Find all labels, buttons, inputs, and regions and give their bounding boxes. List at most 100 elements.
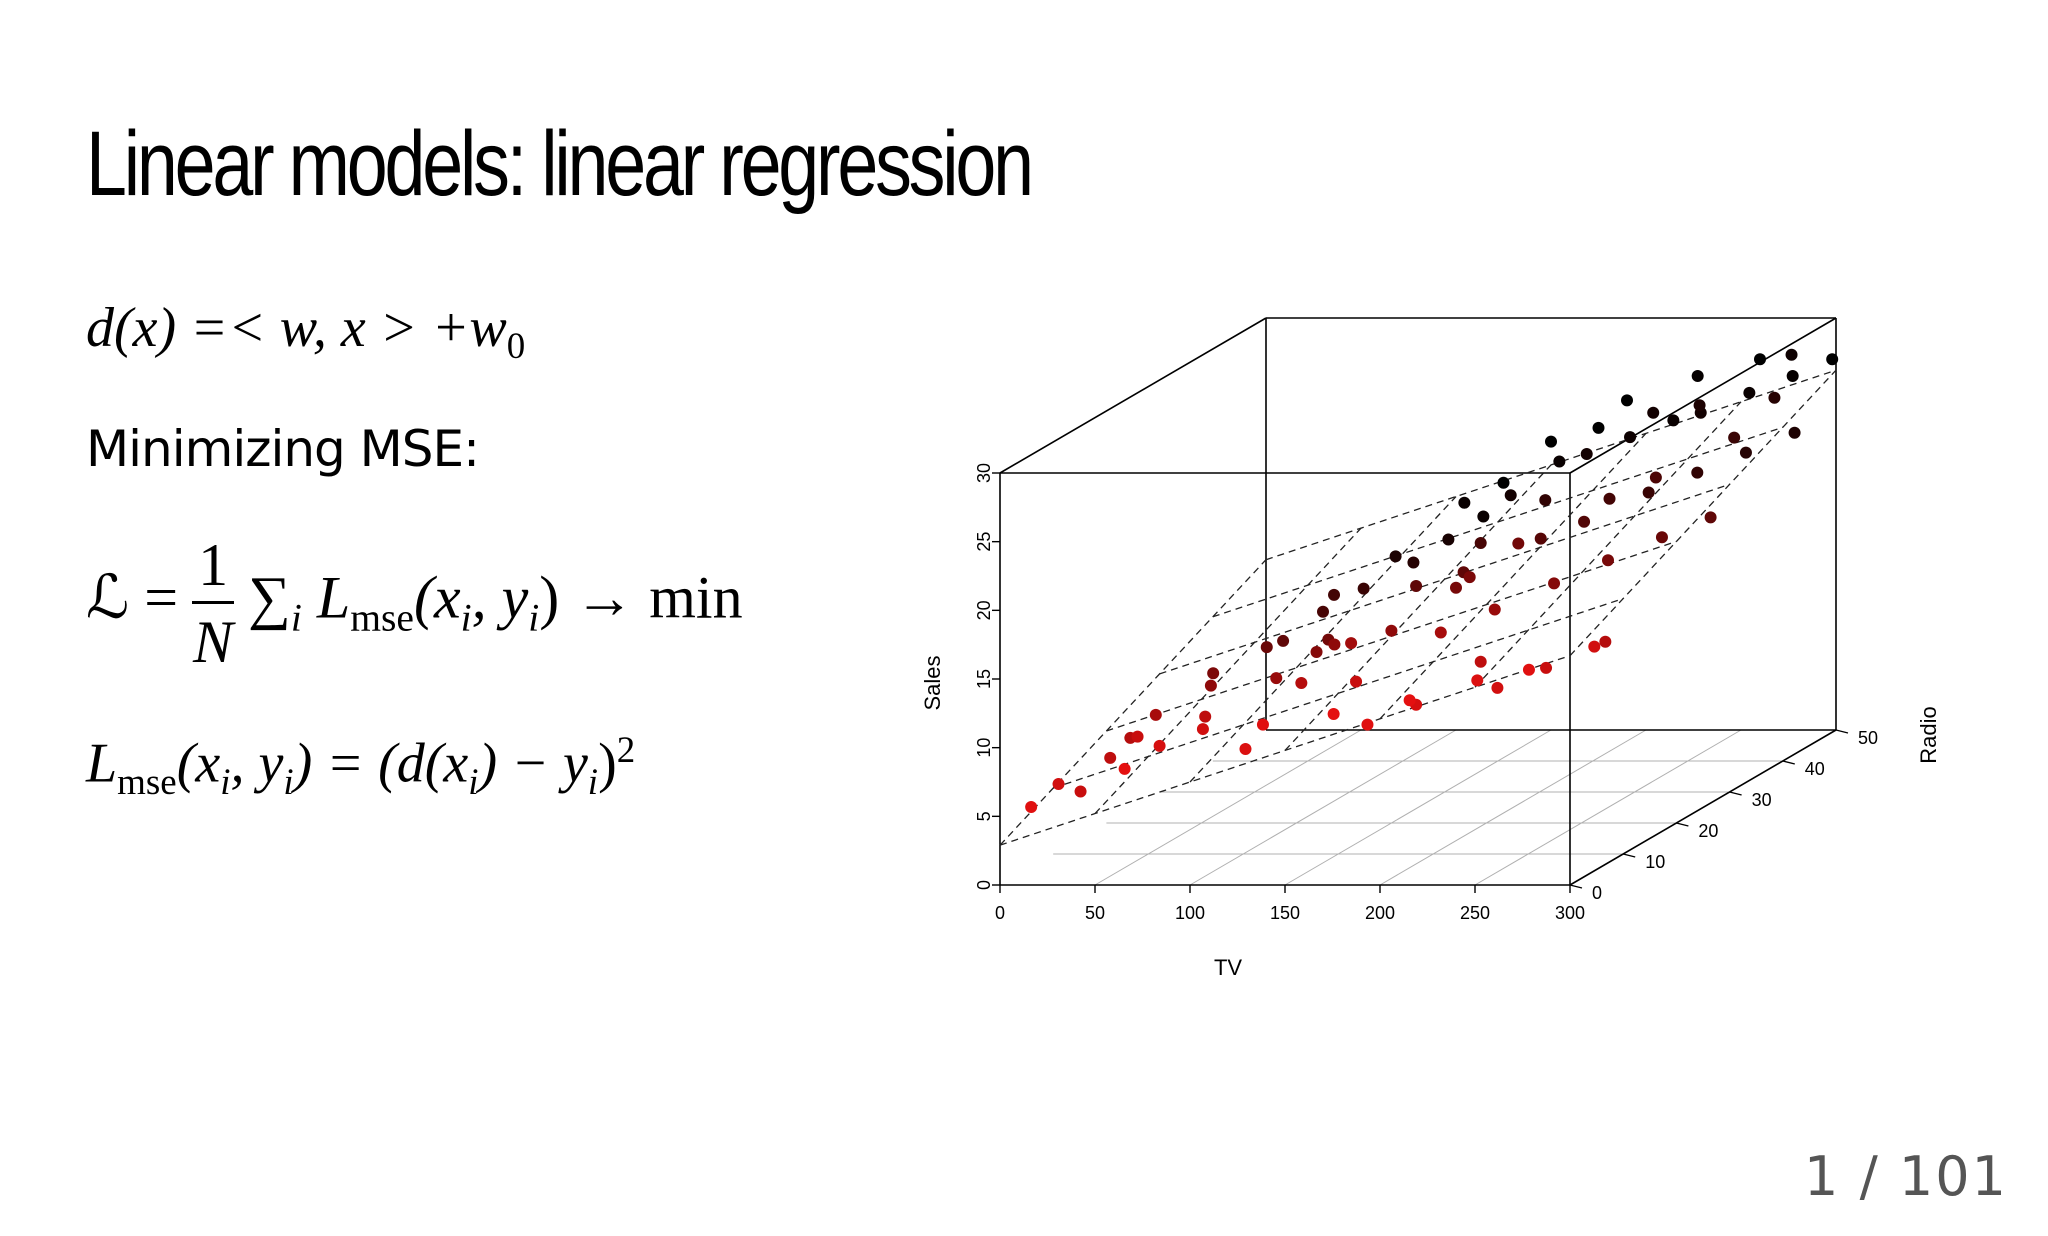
data-point: [1691, 466, 1704, 479]
mse-i4: i: [587, 760, 599, 802]
loss-formula: ℒ = 1 N ∑i Lmse(xi, yi) → min: [86, 535, 743, 672]
mse-p5: ): [598, 732, 617, 795]
data-point: [1295, 677, 1308, 689]
x-tick-label: 200: [1365, 903, 1395, 923]
data-point: [1592, 421, 1605, 434]
regression-plane-line: [999, 559, 1267, 846]
floor-grid-line: [1094, 729, 1362, 886]
x-tick-label: 50: [1085, 903, 1105, 923]
data-point: [1270, 672, 1283, 685]
y-tick-label: 5: [974, 811, 994, 821]
data-point: [1350, 675, 1363, 688]
data-point: [1599, 635, 1612, 648]
loss-args: (x: [413, 564, 461, 631]
data-point: [1624, 431, 1637, 444]
data-point: [1149, 708, 1162, 721]
data-point: [1074, 785, 1087, 798]
page-number: 1 / 101: [1804, 1145, 2008, 1208]
data-point: [1317, 605, 1329, 618]
loss-numerator: 1: [192, 535, 235, 604]
data-point: [1785, 348, 1798, 361]
data-point: [1739, 446, 1752, 459]
mse-i3: i: [468, 760, 479, 802]
data-point: [1534, 532, 1547, 545]
data-point: [1768, 391, 1781, 404]
data-point: [1621, 394, 1633, 407]
data-point: [1256, 718, 1269, 731]
slide-title: Linear models: linear regression: [86, 113, 1034, 215]
data-point: [1458, 496, 1471, 509]
mse-p4: ) − y: [478, 732, 588, 795]
data-point: [1539, 494, 1552, 507]
data-point: [1826, 353, 1839, 366]
data-point: [1545, 435, 1557, 448]
y-tick-label: 15: [974, 669, 994, 689]
y-tick-label: 30: [974, 463, 994, 483]
mse-exponent: 2: [616, 729, 636, 770]
data-point: [1118, 762, 1131, 775]
data-point: [1434, 626, 1447, 639]
x-tick-label: 300: [1555, 903, 1585, 923]
z-tick-label: 40: [1805, 759, 1825, 779]
data-point: [1743, 386, 1756, 399]
data-point: [1357, 582, 1370, 595]
regression-plane-line: [1569, 369, 1837, 657]
x-tick-label: 250: [1460, 903, 1490, 923]
z-tick: [1676, 822, 1689, 827]
data-point: [1450, 581, 1462, 594]
loss-args-mid: , y: [471, 564, 529, 631]
loss-args-end: ) → min: [539, 564, 743, 631]
data-point: [1239, 743, 1252, 755]
data-point: [1345, 637, 1358, 650]
data-point: [1207, 667, 1220, 680]
regression-plane-line: [1284, 464, 1552, 751]
y-tick-label: 20: [974, 600, 994, 620]
data-point: [1471, 674, 1484, 687]
data-point: [1477, 510, 1490, 523]
data-point: [1588, 640, 1601, 653]
y-tick-label: 25: [974, 532, 994, 552]
data-point: [1603, 492, 1616, 505]
z-tick: [1835, 729, 1849, 734]
subheading: Minimizing MSE:: [86, 420, 480, 478]
decision-function-formula: d(x) =< w, x > +w0: [86, 296, 525, 367]
z-axis-label: Radio: [1916, 706, 1941, 763]
data-point: [1310, 646, 1323, 658]
floor-grid-line: [1474, 729, 1742, 886]
y-tick-label: 0: [974, 880, 994, 890]
regression-plane-line: [1094, 527, 1362, 815]
data-point: [1788, 426, 1801, 439]
z-tick-label: 50: [1858, 728, 1878, 748]
data-point: [1199, 710, 1212, 723]
data-point: [1522, 663, 1535, 676]
x-tick-label: 100: [1175, 903, 1205, 923]
regression-3d-scatter-plot: 0 50 100 150 200 250 300 0 5 10 15 20 25 30 0 10 20 30 40 5…: [870, 300, 2000, 1020]
data-point: [1410, 580, 1423, 592]
data-point: [1512, 537, 1525, 550]
data-point: [1327, 708, 1340, 720]
data-point: [1488, 603, 1501, 616]
y-tick-label: 10: [974, 738, 994, 758]
floor-grid-line: [1379, 729, 1647, 886]
z-tick: [1729, 791, 1742, 796]
floor-grid-line: [1189, 729, 1457, 886]
sum-index: i: [290, 595, 302, 640]
data-point: [1649, 471, 1662, 484]
mse-formula: Lmse(xi, yi) = (d(xi) − yi)2: [86, 728, 635, 803]
box-edge: [999, 317, 1267, 474]
data-point: [1647, 406, 1660, 419]
loss-L-sub: mse: [350, 595, 414, 640]
box-edge: [1569, 317, 1837, 474]
data-point: [1196, 723, 1209, 736]
loss-denominator: N: [193, 609, 234, 675]
data-point: [1260, 641, 1273, 654]
data-point: [1548, 577, 1561, 590]
data-point: [1540, 661, 1553, 674]
data-point: [1728, 431, 1741, 444]
mse-i1: i: [220, 760, 231, 802]
mse-p1: (x: [176, 732, 221, 795]
data-point: [1407, 556, 1420, 569]
data-point: [1704, 511, 1717, 524]
data-point: [1786, 370, 1799, 383]
loss-L: L: [316, 564, 351, 631]
